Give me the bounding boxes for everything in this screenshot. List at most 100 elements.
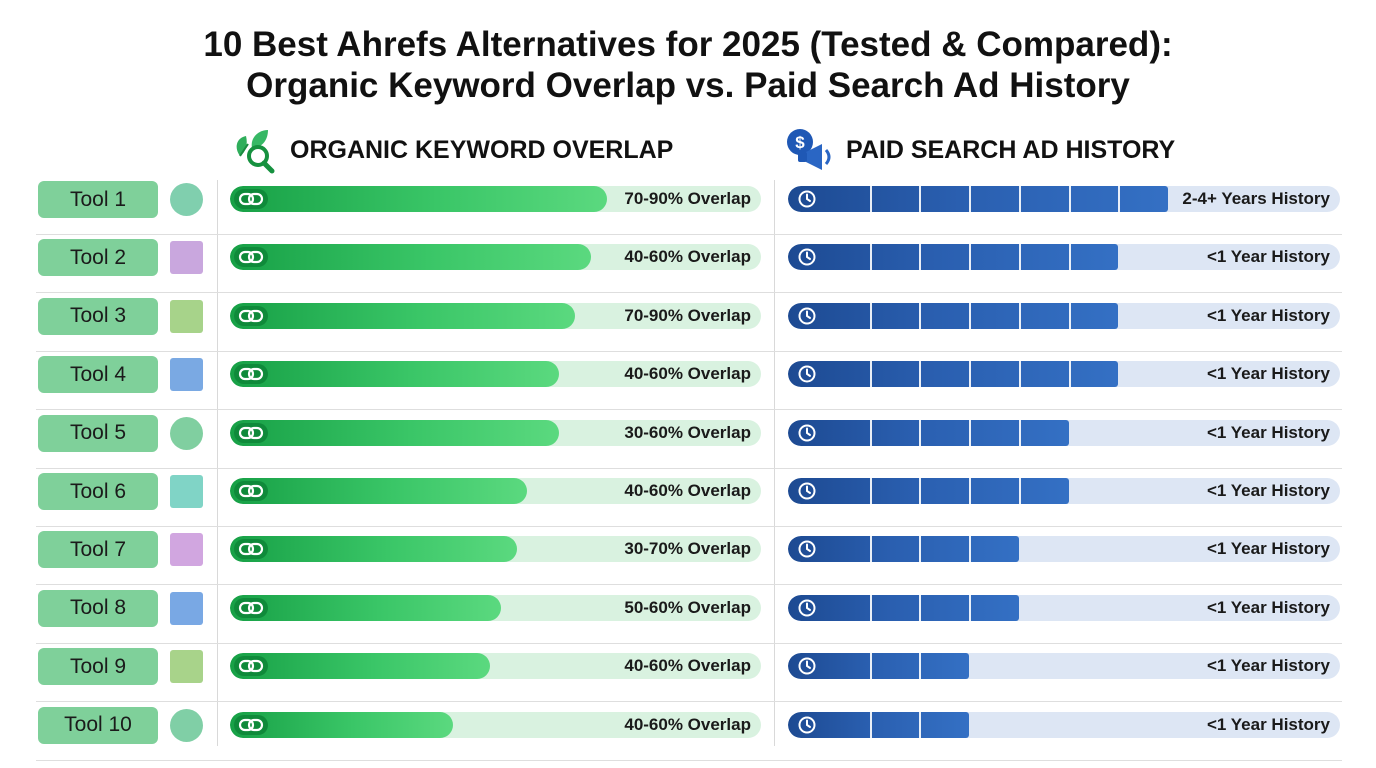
paid-segment-divider <box>870 419 872 446</box>
tool-label: Tool 8 <box>38 589 158 627</box>
organic-value-label: 50-60% Overlap <box>624 597 751 617</box>
paid-bar-track: <1 Year History <box>788 302 1340 329</box>
paid-segment-divider <box>1019 186 1021 212</box>
row-divider <box>36 701 1342 703</box>
tool-label: Tool 6 <box>38 473 158 510</box>
table-row: Tool 5 30-60% Overlap <1 Year History <box>36 410 1342 469</box>
paid-bar <box>788 653 969 680</box>
organic-bar <box>230 594 501 621</box>
clock-icon <box>792 188 822 210</box>
link-icon <box>234 539 268 560</box>
paid-segment-divider <box>919 711 921 738</box>
title-line-1: 10 Best Ahrefs Alternatives for 2025 (Te… <box>203 25 1173 64</box>
svg-text:$: $ <box>795 133 805 152</box>
paid-bar <box>788 478 1069 504</box>
paid-value-label: <1 Year History <box>1206 364 1330 384</box>
paid-bar-track: <1 Year History <box>788 711 1340 738</box>
paid-bar <box>788 361 1118 388</box>
table-row: Tool 8 50-60% Overlap <1 Year History <box>36 585 1342 644</box>
paid-bar-track: <1 Year History <box>788 653 1340 680</box>
chart-title: 10 Best Ahrefs Alternatives for 2025 (Te… <box>0 24 1376 106</box>
paid-segment-divider <box>969 302 971 329</box>
link-icon <box>234 481 268 501</box>
column-divider-right <box>774 180 775 746</box>
paid-value-label: <1 Year History <box>1206 539 1330 559</box>
paid-value-label: <1 Year History <box>1206 247 1330 267</box>
organic-bar-track: 30-70% Overlap <box>230 536 761 563</box>
organic-bar-track: 40-60% Overlap <box>230 244 761 271</box>
organic-bar <box>230 478 527 504</box>
paid-segment-divider <box>969 419 971 446</box>
table-row: Tool 3 70-90% Overlap <1 Year History <box>36 293 1342 352</box>
paid-value-label: <1 Year History <box>1206 305 1330 325</box>
tool-marker-square <box>170 299 203 333</box>
paid-bar-track: <1 Year History <box>788 536 1340 563</box>
tool-label: Tool 9 <box>38 648 158 686</box>
organic-value-label: 30-70% Overlap <box>624 539 751 559</box>
paid-segment-divider <box>919 186 921 212</box>
paid-value-label: <1 Year History <box>1206 597 1330 617</box>
paid-bar <box>788 186 1168 212</box>
title-line-2: Organic Keyword Overlap vs. Paid Search … <box>246 66 1130 105</box>
tool-label: Tool 3 <box>38 297 158 335</box>
organic-bar <box>230 653 490 680</box>
paid-segment-divider <box>870 653 872 680</box>
table-row: Tool 7 30-70% Overlap <1 Year History <box>36 526 1342 586</box>
tool-marker-square <box>170 591 203 625</box>
row-divider <box>36 759 1342 761</box>
organic-bar <box>230 361 559 388</box>
table-row: Tool 10 40-60% Overlap <1 Year History <box>36 702 1342 761</box>
paid-segment-divider <box>870 536 872 563</box>
organic-bar-track: 40-60% Overlap <box>230 361 761 388</box>
paid-segment-divider <box>919 536 921 563</box>
table-row: Tool 6 40-60% Overlap <1 Year History <box>36 468 1342 527</box>
paid-segment-divider <box>1118 186 1120 212</box>
paid-segment-divider <box>969 594 971 621</box>
paid-value-label: <1 Year History <box>1206 481 1330 500</box>
paid-segment-divider <box>870 186 872 212</box>
tool-label: Tool 4 <box>38 356 158 394</box>
paid-segment-divider <box>1069 186 1071 212</box>
organic-value-label: 70-90% Overlap <box>624 305 751 325</box>
paid-value-label: 2-4+ Years History <box>1182 189 1330 208</box>
clock-icon <box>792 363 822 385</box>
paid-value-label: <1 Year History <box>1206 714 1330 734</box>
paid-bar-track: 2-4+ Years History <box>788 186 1340 212</box>
paid-segment-divider <box>870 594 872 621</box>
paid-segment-divider <box>969 244 971 271</box>
paid-segment-divider <box>919 653 921 680</box>
paid-segment-divider <box>919 361 921 388</box>
paid-bar-track: <1 Year History <box>788 478 1340 504</box>
paid-segment-divider <box>969 536 971 563</box>
organic-value-label: 40-60% Overlap <box>624 364 751 384</box>
link-icon <box>234 305 268 326</box>
paid-bar <box>788 594 1019 621</box>
organic-value-label: 40-60% Overlap <box>624 656 751 676</box>
link-icon <box>234 422 268 443</box>
tool-label: Tool 10 <box>38 706 158 744</box>
link-icon <box>234 189 268 209</box>
paid-segment-divider <box>1019 302 1021 329</box>
paid-segment-divider <box>870 711 872 738</box>
paid-segment-divider <box>919 419 921 446</box>
tool-marker-square <box>170 241 203 275</box>
paid-segment-divider <box>870 361 872 388</box>
clock-icon <box>792 246 822 268</box>
tool-marker-square <box>170 358 203 392</box>
paid-segment-divider <box>969 186 971 212</box>
organic-value-label: 70-90% Overlap <box>624 189 751 208</box>
table-row: Tool 4 40-60% Overlap <1 Year History <box>36 351 1342 411</box>
organic-bar-track: 30-60% Overlap <box>230 419 761 446</box>
tool-marker-square <box>170 533 203 567</box>
tool-label: Tool 2 <box>38 239 158 277</box>
organic-bar-track: 40-60% Overlap <box>230 478 761 504</box>
organic-bar <box>230 419 559 446</box>
paid-bar <box>788 419 1069 446</box>
tool-marker-square <box>170 650 203 684</box>
paid-segment-divider <box>919 478 921 504</box>
organic-bar <box>230 186 607 212</box>
paid-bar <box>788 536 1019 563</box>
organic-bar-track: 70-90% Overlap <box>230 302 761 329</box>
paid-segment-divider <box>870 478 872 504</box>
table-row: Tool 9 40-60% Overlap <1 Year History <box>36 643 1342 703</box>
